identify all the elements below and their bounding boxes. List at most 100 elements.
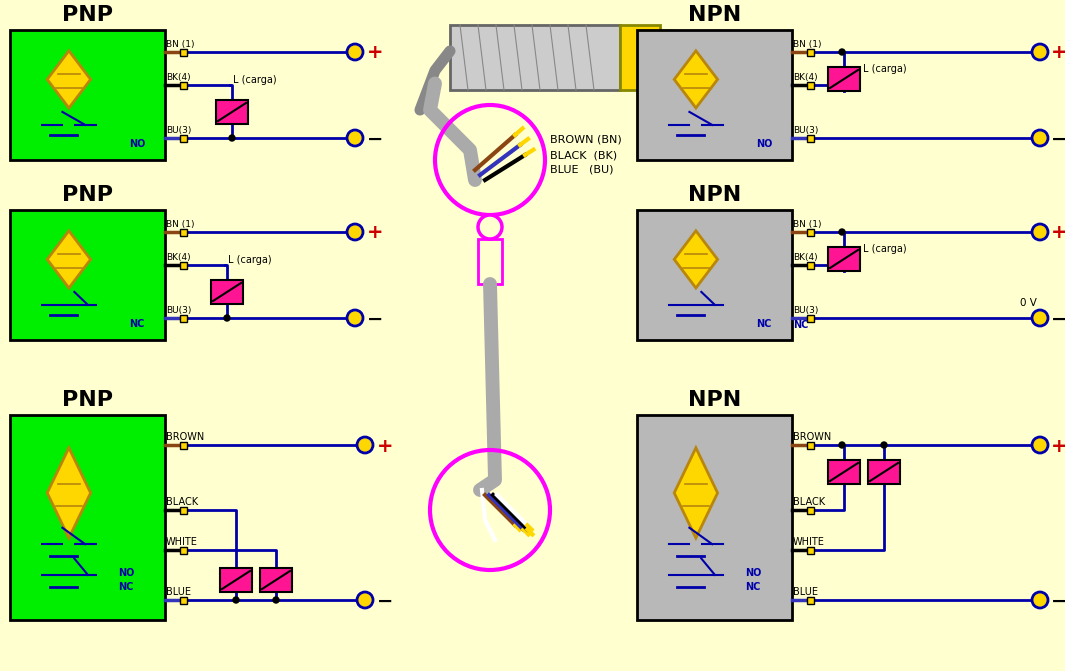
Text: WHITE: WHITE bbox=[793, 537, 825, 547]
Text: BLUE: BLUE bbox=[793, 587, 818, 597]
Text: −: − bbox=[1051, 309, 1065, 329]
Text: BK(4): BK(4) bbox=[793, 73, 818, 82]
Bar bbox=[180, 229, 186, 236]
Text: −: − bbox=[1051, 592, 1065, 611]
Bar bbox=[10, 30, 165, 160]
Circle shape bbox=[357, 437, 373, 453]
Circle shape bbox=[347, 130, 363, 146]
Text: NO: NO bbox=[756, 140, 772, 150]
Text: +: + bbox=[1051, 223, 1065, 242]
Text: BN (1): BN (1) bbox=[793, 220, 821, 229]
Bar bbox=[180, 134, 186, 142]
Text: NPN: NPN bbox=[688, 185, 741, 205]
Text: NPN: NPN bbox=[688, 5, 741, 25]
Text: NO: NO bbox=[746, 568, 761, 578]
Text: −: − bbox=[367, 130, 383, 148]
Text: NC: NC bbox=[118, 582, 134, 592]
Polygon shape bbox=[47, 448, 91, 538]
Bar bbox=[660, 30, 675, 85]
Text: 0 V: 0 V bbox=[1020, 298, 1037, 308]
Text: BU(3): BU(3) bbox=[793, 126, 818, 135]
Circle shape bbox=[233, 597, 239, 603]
Text: +: + bbox=[367, 223, 383, 242]
Text: NC: NC bbox=[746, 582, 760, 592]
Bar bbox=[180, 315, 186, 321]
Text: BU(3): BU(3) bbox=[793, 306, 818, 315]
Bar bbox=[828, 67, 861, 91]
Bar bbox=[216, 100, 248, 124]
Circle shape bbox=[224, 315, 230, 321]
Text: NO: NO bbox=[118, 568, 134, 578]
Polygon shape bbox=[674, 51, 718, 108]
Circle shape bbox=[1032, 130, 1048, 146]
Bar bbox=[806, 546, 814, 554]
Bar bbox=[637, 415, 792, 620]
Text: BROWN: BROWN bbox=[166, 432, 204, 442]
Text: BN (1): BN (1) bbox=[793, 40, 821, 49]
Text: L (carga): L (carga) bbox=[863, 64, 906, 74]
Bar bbox=[637, 210, 792, 340]
Text: WHITE: WHITE bbox=[166, 537, 198, 547]
Text: PNP: PNP bbox=[62, 5, 113, 25]
Bar bbox=[478, 239, 502, 284]
Text: BK(4): BK(4) bbox=[166, 253, 191, 262]
Text: NC: NC bbox=[756, 319, 772, 329]
Circle shape bbox=[229, 135, 235, 141]
Text: BLUE: BLUE bbox=[166, 587, 191, 597]
Text: BROWN: BROWN bbox=[793, 432, 832, 442]
Bar bbox=[828, 460, 861, 484]
Text: PNP: PNP bbox=[62, 390, 113, 410]
Bar bbox=[180, 48, 186, 56]
Bar bbox=[828, 247, 861, 271]
Circle shape bbox=[1032, 44, 1048, 60]
Bar bbox=[806, 229, 814, 236]
Text: BLACK  (BK): BLACK (BK) bbox=[550, 150, 617, 160]
Text: +: + bbox=[377, 437, 393, 456]
Bar bbox=[260, 568, 292, 592]
Bar bbox=[10, 210, 165, 340]
Bar bbox=[180, 597, 186, 603]
Bar bbox=[10, 415, 165, 620]
Text: L (carga): L (carga) bbox=[233, 75, 277, 85]
Circle shape bbox=[478, 215, 502, 239]
Bar bbox=[806, 315, 814, 321]
Text: BK(4): BK(4) bbox=[793, 253, 818, 262]
Circle shape bbox=[1032, 592, 1048, 608]
Text: NPN: NPN bbox=[688, 390, 741, 410]
Text: BLACK: BLACK bbox=[166, 497, 198, 507]
Text: −: − bbox=[367, 309, 383, 329]
Circle shape bbox=[347, 310, 363, 326]
Bar bbox=[180, 81, 186, 89]
Text: NC: NC bbox=[793, 320, 808, 330]
Bar bbox=[180, 546, 186, 554]
Text: BN (1): BN (1) bbox=[166, 40, 195, 49]
Circle shape bbox=[839, 442, 845, 448]
Bar bbox=[180, 262, 186, 268]
Polygon shape bbox=[47, 231, 91, 288]
Text: BU(3): BU(3) bbox=[166, 306, 192, 315]
Text: L (carga): L (carga) bbox=[228, 255, 272, 265]
Bar bbox=[220, 568, 252, 592]
Bar bbox=[180, 442, 186, 448]
Text: BLUE   (BU): BLUE (BU) bbox=[550, 165, 613, 175]
Circle shape bbox=[357, 592, 373, 608]
Bar bbox=[211, 280, 243, 304]
Bar bbox=[620, 25, 660, 90]
Text: PNP: PNP bbox=[62, 185, 113, 205]
Bar bbox=[806, 134, 814, 142]
Circle shape bbox=[839, 49, 845, 55]
Polygon shape bbox=[674, 231, 718, 288]
Text: −: − bbox=[1051, 130, 1065, 148]
Circle shape bbox=[347, 44, 363, 60]
Polygon shape bbox=[674, 448, 718, 538]
Text: +: + bbox=[1051, 437, 1065, 456]
Circle shape bbox=[1032, 310, 1048, 326]
Text: BK(4): BK(4) bbox=[166, 73, 191, 82]
Text: BROWN (BN): BROWN (BN) bbox=[550, 135, 622, 145]
Bar bbox=[806, 597, 814, 603]
Circle shape bbox=[881, 442, 887, 448]
Bar bbox=[868, 460, 900, 484]
Circle shape bbox=[1032, 437, 1048, 453]
Text: NC: NC bbox=[130, 319, 145, 329]
Bar bbox=[806, 507, 814, 513]
